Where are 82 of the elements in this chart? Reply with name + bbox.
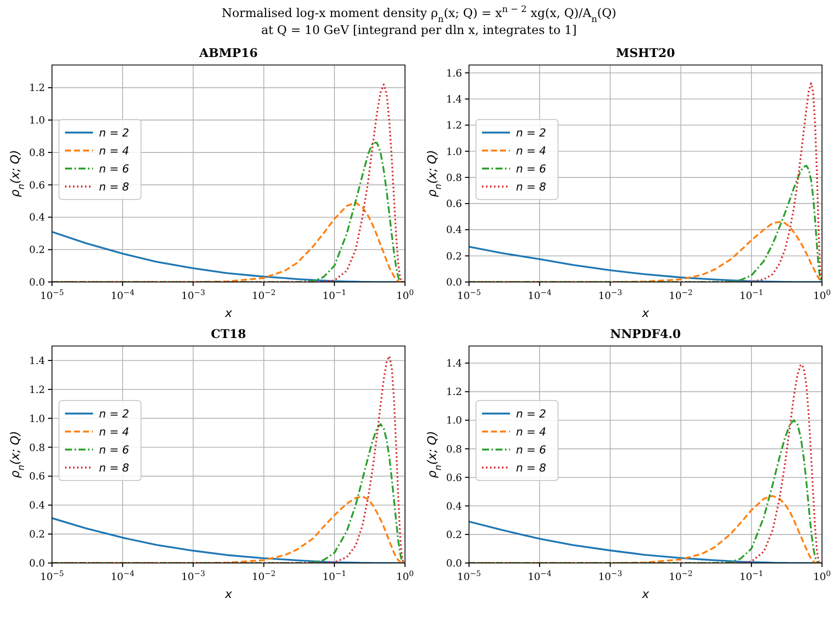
y-tick-label: 0.6 (29, 472, 45, 483)
y-tick-label: 0.4 (446, 225, 462, 236)
x-tick-label: 10$^{−5}$ (40, 568, 64, 583)
y-tick-label: 1.2 (29, 83, 45, 94)
chart-title: ABMP16 (198, 46, 258, 60)
y-tick-label: 0.0 (29, 278, 45, 288)
x-tick-label: 10$^{−2}$ (252, 288, 276, 302)
y-tick-label: 0.2 (29, 530, 45, 541)
y-tick-label: 0.4 (29, 500, 45, 512)
x-tick-label: 10$^{−4}$ (110, 288, 135, 302)
legend-label: n = 4 (99, 144, 130, 158)
legend-label: n = 8 (516, 180, 546, 194)
x-tick-label: 10$^{−5}$ (457, 568, 482, 583)
x-tick-label: 10$^{−4}$ (528, 288, 552, 302)
chart-title: NNPDF4.0 (610, 327, 681, 341)
y-tick-label: 0.0 (446, 558, 462, 570)
x-tick-label: 10$^{0}$ (396, 288, 414, 302)
x-tick-label: 10$^{−4}$ (528, 568, 552, 583)
x-tick-label: 10$^{−3}$ (598, 288, 622, 302)
y-tick-label: 1.2 (29, 384, 45, 396)
x-tick-label: 10$^{0}$ (813, 568, 831, 583)
y-tick-label: 0.0 (446, 278, 462, 288)
y-tick-label: 1.0 (29, 116, 45, 127)
legend-label: n = 6 (516, 162, 546, 176)
y-tick-label: 0.4 (29, 212, 45, 224)
legend-label: n = 2 (516, 126, 546, 140)
legend-label: n = 2 (516, 408, 546, 421)
y-tick-label: 1.2 (446, 120, 462, 132)
y-tick-label: 0.6 (29, 180, 45, 192)
legend-label: n = 8 (516, 462, 546, 475)
y-tick-label: 0.6 (446, 199, 462, 210)
y-tick-label: 1.0 (29, 414, 45, 425)
x-tick-label: 10$^{−2}$ (668, 568, 693, 583)
y-tick-label: 0.6 (446, 472, 462, 484)
x-tick-label: 10$^{−2}$ (252, 568, 276, 583)
text: Normalised log-x moment density ρ$_{n}$(x; Q) = x$^{n − 2}$ xg(x, Q)/A$_{n}$(Q) (222, 5, 616, 25)
y-tick-label: 0.2 (446, 530, 462, 541)
x-tick-label: 10$^{−1}$ (322, 288, 346, 302)
y-tick-label: 1.4 (446, 94, 462, 106)
x-tick-label: 10$^{−1}$ (322, 568, 346, 583)
x-tick-label: 10$^{0}$ (813, 288, 831, 302)
y-tick-label: 1.0 (446, 146, 462, 158)
x-tick-label: 10$^{−2}$ (668, 288, 693, 302)
text: at Q = 10 GeV [integrand per dln x, integrates to 1] (261, 23, 577, 37)
legend-label: n = 2 (99, 126, 130, 140)
chart-title: MSHT20 (616, 46, 675, 60)
legend-label: n = 4 (516, 144, 546, 158)
y-tick-label: 0.8 (446, 172, 462, 184)
x-tick-label: 10$^{−3}$ (598, 568, 622, 583)
x-tick-label: 10$^{−1}$ (740, 568, 764, 583)
y-tick-label: 0.8 (29, 442, 45, 454)
y-tick-label: 0.8 (446, 444, 462, 456)
x-tick-label: 10$^{−5}$ (457, 288, 482, 302)
legend-label: n = 8 (99, 462, 130, 475)
legend-label: n = 6 (99, 162, 130, 176)
y-tick-label: 1.4 (446, 358, 462, 370)
x-tick-label: 10$^{−3}$ (181, 288, 206, 302)
legend-label: n = 2 (99, 408, 130, 421)
x-axis-title: x (224, 587, 233, 601)
x-axis-title: x (640, 587, 650, 601)
y-tick-label: 1.4 (29, 356, 45, 367)
y-tick-label: 1.0 (446, 416, 462, 427)
y-tick-label: 1.6 (446, 68, 462, 80)
x-axis-title: x (640, 306, 650, 320)
x-tick-label: 10$^{0}$ (396, 568, 414, 583)
legend-label: n = 4 (516, 426, 546, 439)
legend-label: n = 6 (99, 444, 130, 457)
legend-label: n = 8 (99, 180, 130, 194)
x-axis-title: x (224, 306, 233, 320)
x-tick-label: 10$^{−3}$ (181, 568, 206, 583)
y-tick-label: 0.2 (29, 245, 45, 256)
y-tick-label: 0.8 (29, 148, 45, 159)
legend-label: n = 6 (516, 444, 546, 457)
x-tick-label: 10$^{−5}$ (40, 288, 64, 302)
x-tick-label: 10$^{−1}$ (740, 288, 764, 302)
y-tick-label: 1.2 (446, 387, 462, 398)
y-tick-label: 0.4 (446, 501, 462, 512)
x-tick-label: 10$^{−4}$ (110, 568, 135, 583)
legend-label: n = 4 (99, 426, 130, 439)
chart-title: CT18 (210, 327, 246, 341)
y-tick-label: 0.2 (446, 251, 462, 262)
y-tick-label: 0.0 (29, 558, 45, 570)
